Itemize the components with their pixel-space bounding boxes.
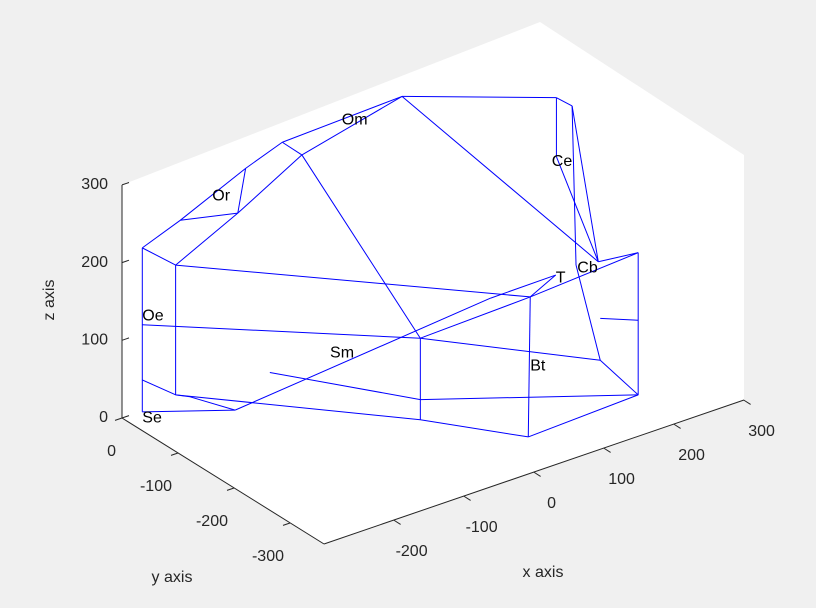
x-tick-label: 300 [748,423,775,440]
wire-edge [600,317,639,321]
z-axis-label: z axis [41,280,58,321]
wire-edge [527,296,531,437]
z-tick-label: 0 [99,409,108,426]
wire-edge [556,97,573,107]
x-tick [533,471,541,477]
y-tick [282,522,291,526]
wire-edge [420,394,639,401]
x-tick-label: 200 [678,447,705,464]
x-tick-label: -200 [396,543,428,560]
y-tick-label: -200 [196,513,228,530]
wire-edge [420,296,531,339]
wire-edge [420,337,601,361]
wire-edge [142,247,176,266]
landmark-label: Se [142,409,162,426]
x-tick [673,423,681,429]
z-tick-label: 300 [81,176,108,193]
x-tick-label: -100 [466,519,498,536]
wire-edge [530,252,639,298]
z-tick [121,259,130,264]
wire-edge [175,394,421,421]
wire-edge [234,297,491,411]
landmark-label: Ce [552,153,573,170]
landmark-label: Or [212,187,230,204]
wire-edge [175,212,239,266]
landmark-label: Cb [577,259,598,276]
z-tick [121,337,130,341]
x-tick [603,447,611,453]
wire-edge [575,264,601,361]
wire-edge [142,324,421,339]
z-tick [121,182,130,186]
y-tick [226,487,235,491]
y-tick [170,452,179,456]
wire-edge [528,394,639,438]
wire-edge [142,379,176,396]
y-tick-label: -300 [252,548,284,565]
y-tick [114,417,123,421]
y-tick-label: 0 [107,443,116,460]
wire-edge [142,219,181,249]
landmark-label: T [556,269,566,286]
x-tick [463,495,471,501]
wire-edge [555,156,599,262]
landmark-label: Bt [530,357,546,374]
x-tick-label: 100 [608,471,635,488]
wire-edge [180,212,238,221]
z-tick-label: 100 [81,332,108,349]
y-axis-line [121,417,325,545]
wire-edge [571,105,577,265]
wire-edge [282,141,303,156]
wire-edge [529,274,557,298]
wire-edge [175,264,531,298]
wire-edge [490,274,556,299]
wire-edge [301,154,421,339]
wire-edge [401,96,599,263]
x-tick [393,519,401,525]
wire-edge [571,105,599,262]
wire-edge [401,95,557,99]
wire-edge [237,168,247,214]
z-tick-label: 200 [81,254,108,271]
wire-edge [301,95,403,156]
wire-edge [599,359,639,396]
x-tick [743,399,751,405]
wire-edge [420,419,529,438]
y-tick-label: -100 [140,478,172,495]
x-axis-label: x axis [523,564,564,581]
wire-edge [245,141,283,169]
wire-edge [282,95,403,143]
wire-edge [189,396,236,411]
wire-edge [142,409,236,413]
landmark-label: Om [342,111,368,128]
landmark-label: Sm [330,345,354,362]
y-axis-label: y axis [152,569,193,586]
z-tick [121,415,130,419]
wire-edge [237,154,303,214]
x-tick-label: 0 [547,495,556,512]
landmark-label: Oe [142,307,163,324]
wire-edge [179,167,246,221]
wire-edge [598,252,639,263]
wire-edge [269,371,421,401]
